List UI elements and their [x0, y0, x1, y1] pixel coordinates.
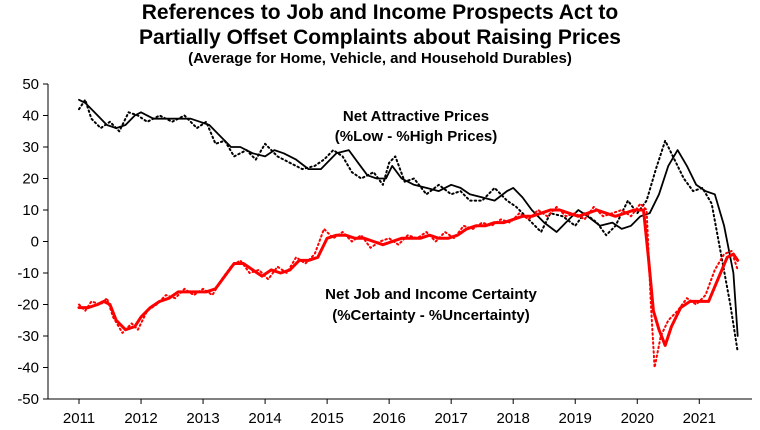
x-tick-label: 2021 [683, 410, 716, 427]
x-tick-label: 2017 [434, 410, 467, 427]
x-tick-label: 2018 [497, 410, 530, 427]
x-tick-label: 2015 [310, 410, 343, 427]
y-tick-label: 20 [22, 171, 39, 188]
x-tick-label: 2013 [186, 410, 219, 427]
x-tick-label: 2011 [63, 410, 95, 427]
y-tick-label: -50 [17, 391, 39, 408]
x-tick-label: 2014 [248, 410, 281, 427]
y-tick-label: -10 [17, 265, 39, 282]
chart-title-line2: Partially Offset Complaints about Raisin… [139, 26, 621, 49]
annotation-prices-line1: Net Attractive Prices [343, 108, 489, 125]
x-tick-label: 2020 [621, 410, 654, 427]
y-tick-label: 10 [22, 202, 39, 219]
chart-subtitle: (Average for Home, Vehicle, and Househol… [188, 50, 572, 67]
annotation-prices-line2: (%Low - %High Prices) [335, 128, 498, 145]
y-tick-label: -30 [17, 328, 39, 345]
annotation-certainty-line1: Net Job and Income Certainty [325, 286, 537, 303]
series-line-certainty [77, 208, 740, 347]
y-tick-label: -40 [17, 360, 39, 377]
y-tick-label: 30 [22, 139, 39, 156]
series-line-certainty_dotted [78, 202, 739, 369]
x-tick-label: 2012 [124, 410, 157, 427]
chart-title-line1: References to Job and Income Prospects A… [141, 1, 619, 24]
y-tick-label: 40 [22, 108, 39, 125]
y-tick-label: 50 [22, 76, 39, 93]
x-tick-label: 2016 [372, 410, 405, 427]
chart-title-block: References to Job and Income Prospects A… [0, 0, 760, 68]
annotation-certainty-line2: (%Certainty - %Uncertainty) [332, 307, 530, 324]
x-tick-label: 2019 [559, 410, 592, 427]
y-tick-label: 0 [31, 234, 39, 251]
y-tick-label: -20 [17, 297, 39, 314]
